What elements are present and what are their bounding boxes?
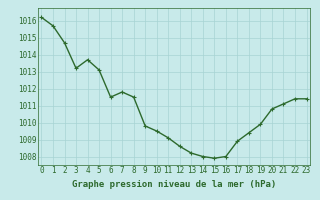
X-axis label: Graphe pression niveau de la mer (hPa): Graphe pression niveau de la mer (hPa) [72,180,276,189]
